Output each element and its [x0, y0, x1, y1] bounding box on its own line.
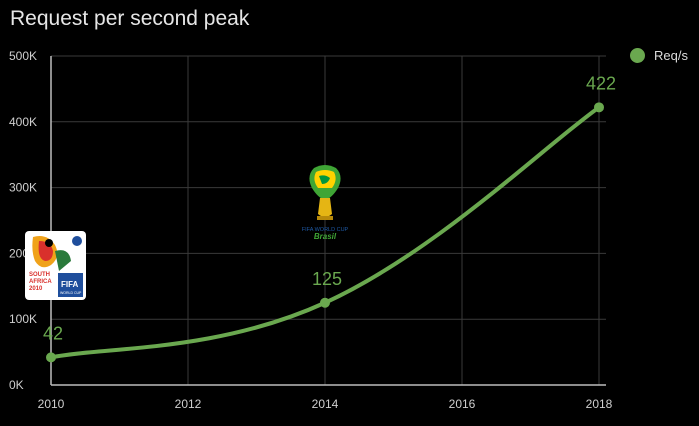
- logo-text-brasil: Brasil: [314, 232, 337, 241]
- data-point: [320, 297, 330, 308]
- x-tick-label: 2012: [175, 397, 202, 411]
- logo-text-year: 2010: [29, 286, 43, 292]
- logo-text-world-cup: WORLD CUP: [60, 291, 82, 295]
- legend-swatch: [630, 48, 645, 63]
- y-tick-label: 500K: [9, 49, 37, 63]
- data-point: [594, 102, 604, 113]
- legend[interactable]: Req/s: [630, 48, 688, 63]
- y-tick-label: 100K: [9, 312, 37, 326]
- x-tick-label: 2014: [312, 397, 339, 411]
- x-tick-label: 2016: [449, 397, 476, 411]
- logo-text-africa: AFRICA: [29, 279, 52, 285]
- logo-text-fifa-world-cup: FIFA WORLD CUP: [302, 227, 349, 233]
- data-label: 42: [43, 323, 63, 343]
- south-africa-2010-world-cup-logo: SOUTH AFRICA 2010 FIFA WORLD CUP: [25, 231, 86, 300]
- axes: [50, 56, 606, 386]
- x-tick-label: 2018: [586, 397, 613, 411]
- y-tick-label: 0K: [9, 378, 24, 392]
- data-label: 422: [586, 73, 616, 93]
- legend-label: Req/s: [654, 48, 688, 63]
- brasil-2014-world-cup-logo: FIFA WORLD CUP Brasil: [292, 164, 358, 244]
- chart-title: Request per second peak: [10, 7, 250, 30]
- series-layer: [46, 102, 604, 363]
- y-tick-label: 300K: [9, 181, 37, 195]
- x-tick-label: 2010: [38, 397, 65, 411]
- logo-text-south: SOUTH: [29, 272, 50, 278]
- data-label: 125: [312, 269, 342, 289]
- data-labels: 42 125 422: [43, 73, 616, 343]
- y-tick-label: 400K: [9, 115, 37, 129]
- data-point: [46, 352, 56, 363]
- logo-text-fifa: FIFA: [61, 280, 79, 289]
